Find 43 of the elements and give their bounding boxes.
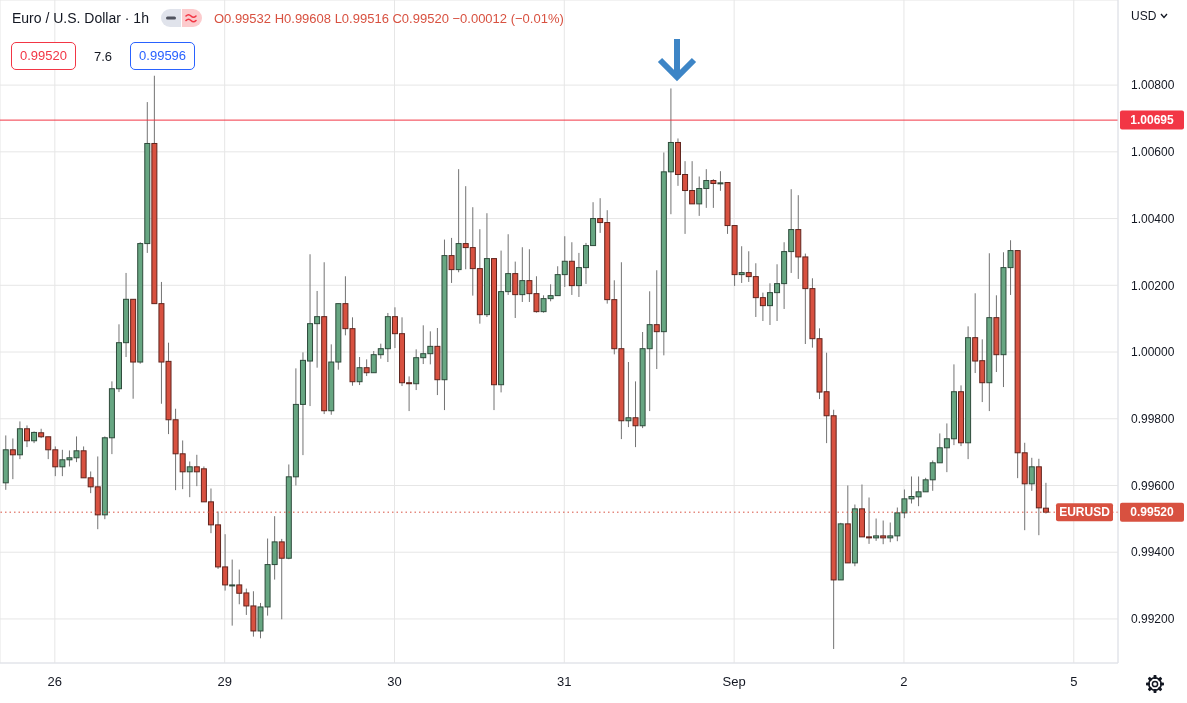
y-tick-label: 0.99200: [1131, 612, 1175, 627]
annotation: 7.6: [94, 48, 113, 64]
candlestick: [625, 361, 632, 428]
candlestick: [653, 269, 660, 370]
candlestick: [1028, 457, 1035, 492]
annotation: EURUSD: [1059, 505, 1111, 520]
x-tick-label: 30: [387, 674, 402, 690]
y-tick-label: 1.00600: [1131, 145, 1175, 160]
candlestick: [873, 518, 880, 542]
candlestick: [186, 460, 193, 498]
candlestick: [356, 356, 363, 386]
annotation: 0.99596: [130, 42, 196, 70]
y-tick-label: 0.99600: [1131, 478, 1175, 493]
y-tick-label: 1.00400: [1131, 211, 1175, 226]
y-tick-label: 1.00000: [1131, 345, 1175, 360]
y-tick-label: 0.99800: [1131, 412, 1175, 427]
text: USD: [1131, 9, 1157, 23]
candlestick: [632, 380, 639, 448]
y-tick-label: 1.00800: [1131, 78, 1175, 93]
candlestick: [9, 437, 16, 480]
candlestick: [278, 538, 285, 620]
y-tick-label: 1.00200: [1131, 278, 1175, 293]
annotation: 0.99520: [11, 42, 76, 70]
y-tick-label: 0.99400: [1131, 545, 1175, 560]
candlestick: [512, 261, 519, 319]
text: Euro / U.S. Dollar · 1h: [12, 10, 149, 26]
x-tick-label: 29: [217, 674, 232, 690]
ref-line-label: 1.00695: [1130, 113, 1175, 128]
candlestick: [717, 170, 724, 192]
candlestick: [448, 237, 455, 284]
annotation: O0.99532 H0.99608 L0.99516 C0.99520 −0.00012 (−0.01%): [213, 10, 564, 26]
x-tick-label: 26: [47, 674, 63, 690]
candlestick: [710, 178, 717, 209]
x-tick-label: Sep: [722, 674, 746, 690]
x-tick-label: 31: [557, 674, 572, 690]
candlestick: [24, 424, 30, 448]
x-tick-label: 2: [900, 674, 908, 690]
candlestick: [880, 520, 887, 545]
candlestick: [229, 559, 236, 627]
x-tick-label: 5: [1070, 674, 1078, 690]
ref-line-label: 0.99520: [1130, 505, 1175, 520]
candlestick: [738, 245, 745, 284]
candlestick: [519, 246, 526, 303]
